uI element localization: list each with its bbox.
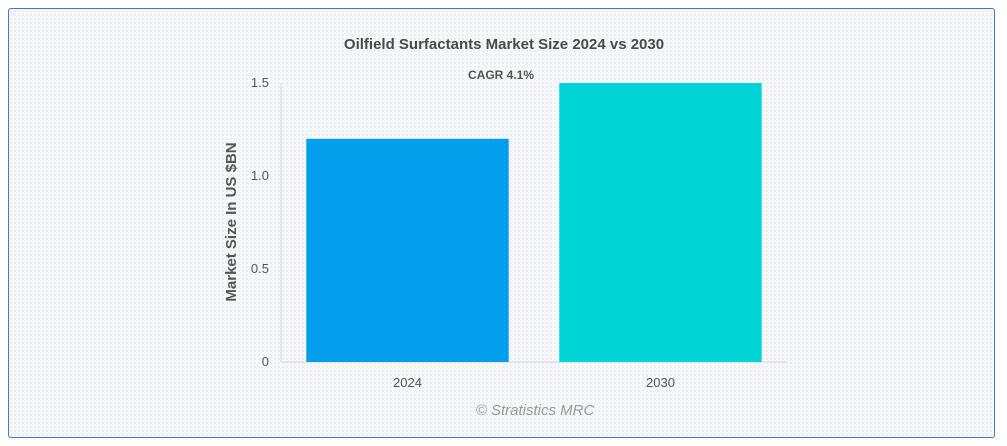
cagr-annotation: CAGR 4.1% <box>468 68 534 82</box>
x-ticks-group: 2024 2030 <box>393 375 675 390</box>
chart-title: Oilfield Surfactants Market Size 2024 vs… <box>344 36 664 53</box>
y-tick-label: 1.0 <box>251 168 269 183</box>
y-axis-label: Market Size In US $BN <box>223 142 240 301</box>
x-tick-label-2024: 2024 <box>393 375 422 390</box>
y-tick-label: 1.5 <box>251 75 269 90</box>
y-tick-label: 0.5 <box>251 261 269 276</box>
credit-watermark: © Stratistics MRC <box>476 402 595 419</box>
y-ticks-group: 0 0.5 1.0 1.5 <box>251 75 269 369</box>
bars-group <box>306 83 762 362</box>
x-tick-label-2030: 2030 <box>646 375 675 390</box>
bar-2024 <box>306 138 509 362</box>
bar-2030 <box>559 83 762 362</box>
y-tick-label: 0 <box>262 354 269 369</box>
